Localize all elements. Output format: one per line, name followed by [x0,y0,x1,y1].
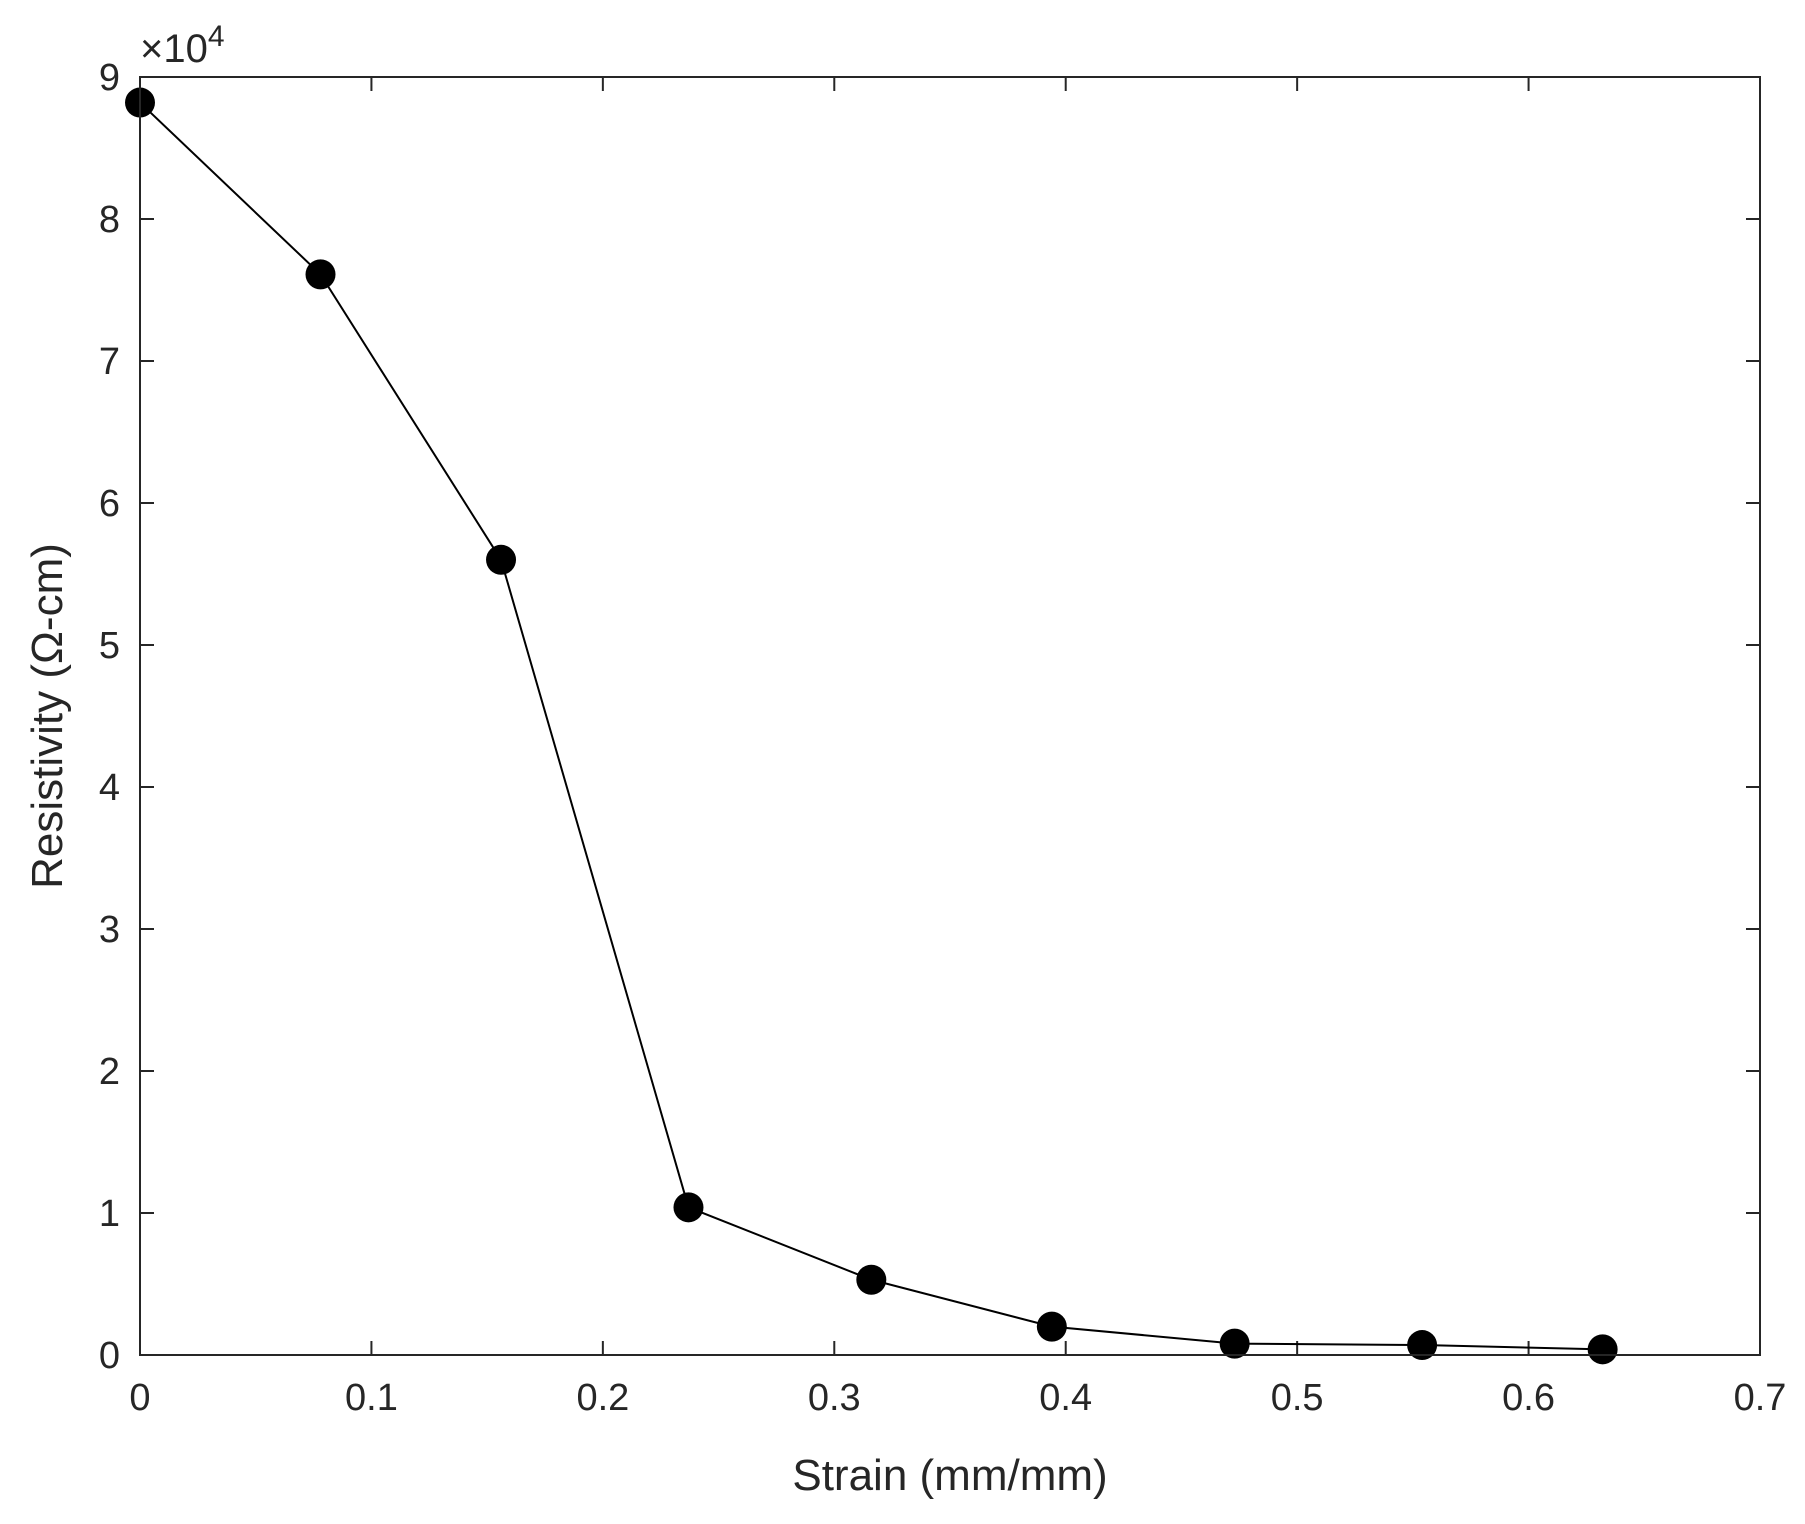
plot-area [140,77,1760,1355]
data-point [1036,1311,1067,1342]
y-tick-label: 7 [99,341,120,383]
data-point [305,259,336,290]
y-axis-label: Resistivity (Ω-cm) [23,543,72,889]
data-point [1219,1328,1250,1359]
x-tick-label: 0 [129,1377,150,1419]
data-point [486,544,517,575]
x-tick-label: 0.7 [1734,1377,1787,1419]
y-multiplier-exponent: 4 [208,20,225,53]
x-axis-label: Strain (mm/mm) [792,1451,1107,1500]
y-tick-label: 8 [99,199,120,241]
x-tick-label: 0.2 [576,1377,629,1419]
tick-labels: 0 0.1 0.2 0.3 0.4 0.5 0.6 0.7 0 1 2 3 4 5 6 7 8 9 [99,57,1787,1419]
data-points [125,87,1618,1365]
plot-frame [139,76,1761,1356]
y-tick-label: 9 [99,57,120,99]
x-tick-label: 0.4 [1039,1377,1092,1419]
y-tick-label: 2 [99,1051,120,1093]
y-tick-label: 4 [99,767,120,809]
data-point [1587,1334,1618,1365]
y-multiplier: ×104 [140,20,225,71]
y-tick-label: 0 [99,1335,120,1377]
data-point [1407,1330,1438,1361]
data-point [856,1264,887,1295]
data-point [673,1192,704,1223]
y-tick-label: 5 [99,625,120,667]
y-tick-label: 6 [99,483,120,525]
x-tick-label: 0.3 [808,1377,861,1419]
y-tick-label: 1 [99,1193,120,1235]
x-tick-label: 0.6 [1502,1377,1555,1419]
x-tick-label: 0.5 [1271,1377,1324,1419]
x-tick-label: 0.1 [345,1377,398,1419]
y-multiplier-base: ×10 [140,27,208,71]
y-tick-label: 3 [99,909,120,951]
